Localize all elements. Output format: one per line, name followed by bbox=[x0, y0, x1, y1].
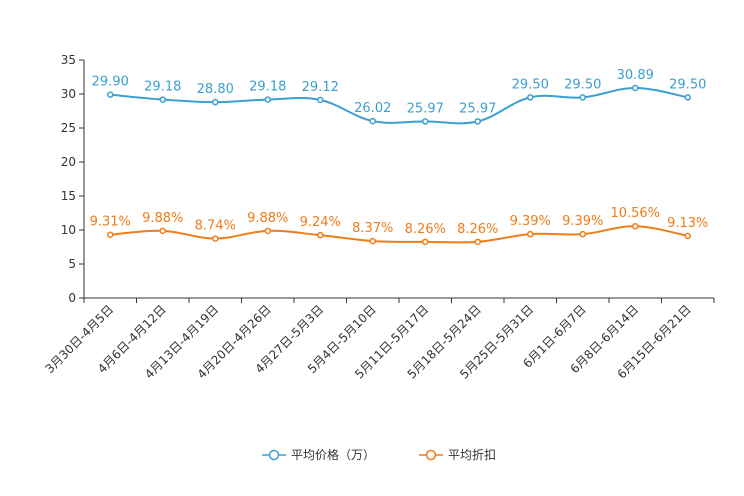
y-tick-label: 5 bbox=[68, 257, 76, 271]
data-point bbox=[684, 232, 691, 240]
data-point bbox=[159, 96, 166, 103]
data-label: 9.24% bbox=[300, 215, 341, 230]
data-point bbox=[579, 230, 586, 238]
series-line bbox=[110, 86, 688, 125]
y-tick-label: 20 bbox=[61, 155, 76, 169]
data-label: 8.37% bbox=[352, 221, 393, 236]
y-tick-label: 15 bbox=[61, 189, 76, 203]
data-label: 29.50 bbox=[669, 77, 706, 92]
data-point bbox=[317, 231, 324, 239]
series-2: 9.31% 9.88% 8.74% 9.88% 9.24% 8.37% 8.26% 8.26%… bbox=[90, 206, 708, 246]
data-point bbox=[527, 230, 534, 238]
series-layer: 29.90 29.18 28.80 29.18 29.12 26.02 25.97 25.97… bbox=[90, 68, 708, 246]
data-point bbox=[422, 118, 429, 125]
data-point bbox=[212, 98, 219, 106]
data-label: 29.18 bbox=[249, 80, 286, 95]
data-point bbox=[212, 235, 219, 242]
data-point bbox=[107, 231, 114, 238]
data-label: 29.50 bbox=[512, 77, 549, 92]
data-point bbox=[422, 238, 429, 246]
data-label: 29.12 bbox=[302, 80, 339, 95]
data-label: 8.74% bbox=[195, 219, 236, 234]
data-label: 26.02 bbox=[354, 101, 391, 116]
data-label: 9.39% bbox=[562, 214, 603, 229]
y-tick-label: 30 bbox=[61, 87, 76, 101]
data-label: 10.56% bbox=[610, 206, 660, 221]
data-point bbox=[632, 84, 639, 92]
data-label: 25.97 bbox=[459, 101, 496, 116]
legend-item-1: 平均价格（万） bbox=[262, 447, 375, 462]
data-point bbox=[264, 96, 271, 103]
data-point bbox=[684, 94, 691, 101]
y-tick-label: 0 bbox=[68, 291, 76, 305]
data-label: 9.88% bbox=[247, 211, 288, 226]
data-point bbox=[317, 96, 324, 104]
legend-label: 平均折扣 bbox=[448, 447, 496, 462]
series-1: 29.90 29.18 28.80 29.18 29.12 26.02 25.97 25.97… bbox=[92, 68, 706, 125]
data-label: 30.89 bbox=[617, 68, 654, 83]
y-tick-label: 10 bbox=[61, 223, 76, 237]
data-point bbox=[264, 227, 271, 235]
series-line bbox=[110, 225, 688, 244]
data-label: 29.18 bbox=[144, 80, 181, 95]
y-tick-label: 35 bbox=[61, 53, 76, 67]
data-point bbox=[369, 237, 376, 245]
data-point bbox=[474, 118, 481, 125]
data-point bbox=[107, 91, 114, 98]
data-point bbox=[527, 94, 534, 101]
legend-label: 平均价格（万） bbox=[291, 447, 375, 462]
legend-item-2: 平均折扣 bbox=[419, 447, 496, 462]
data-label: 9.88% bbox=[142, 211, 183, 226]
data-point bbox=[159, 227, 166, 235]
y-tick-label: 25 bbox=[61, 121, 76, 135]
data-point bbox=[579, 94, 586, 101]
data-label: 9.13% bbox=[667, 216, 708, 231]
legend-marker bbox=[268, 449, 280, 461]
legend: 平均价格（万） 平均折扣 bbox=[262, 447, 496, 462]
data-label: 25.97 bbox=[407, 101, 444, 116]
data-label: 29.50 bbox=[564, 77, 601, 92]
data-label: 8.26% bbox=[405, 222, 446, 237]
data-label: 9.39% bbox=[510, 214, 551, 229]
data-point bbox=[632, 222, 639, 230]
legend-marker bbox=[425, 449, 437, 461]
data-label: 29.90 bbox=[92, 75, 129, 90]
data-label: 9.31% bbox=[90, 215, 131, 230]
data-point bbox=[369, 117, 376, 125]
data-point bbox=[474, 238, 481, 246]
data-label: 8.26% bbox=[457, 222, 498, 237]
data-label: 28.80 bbox=[197, 82, 234, 97]
